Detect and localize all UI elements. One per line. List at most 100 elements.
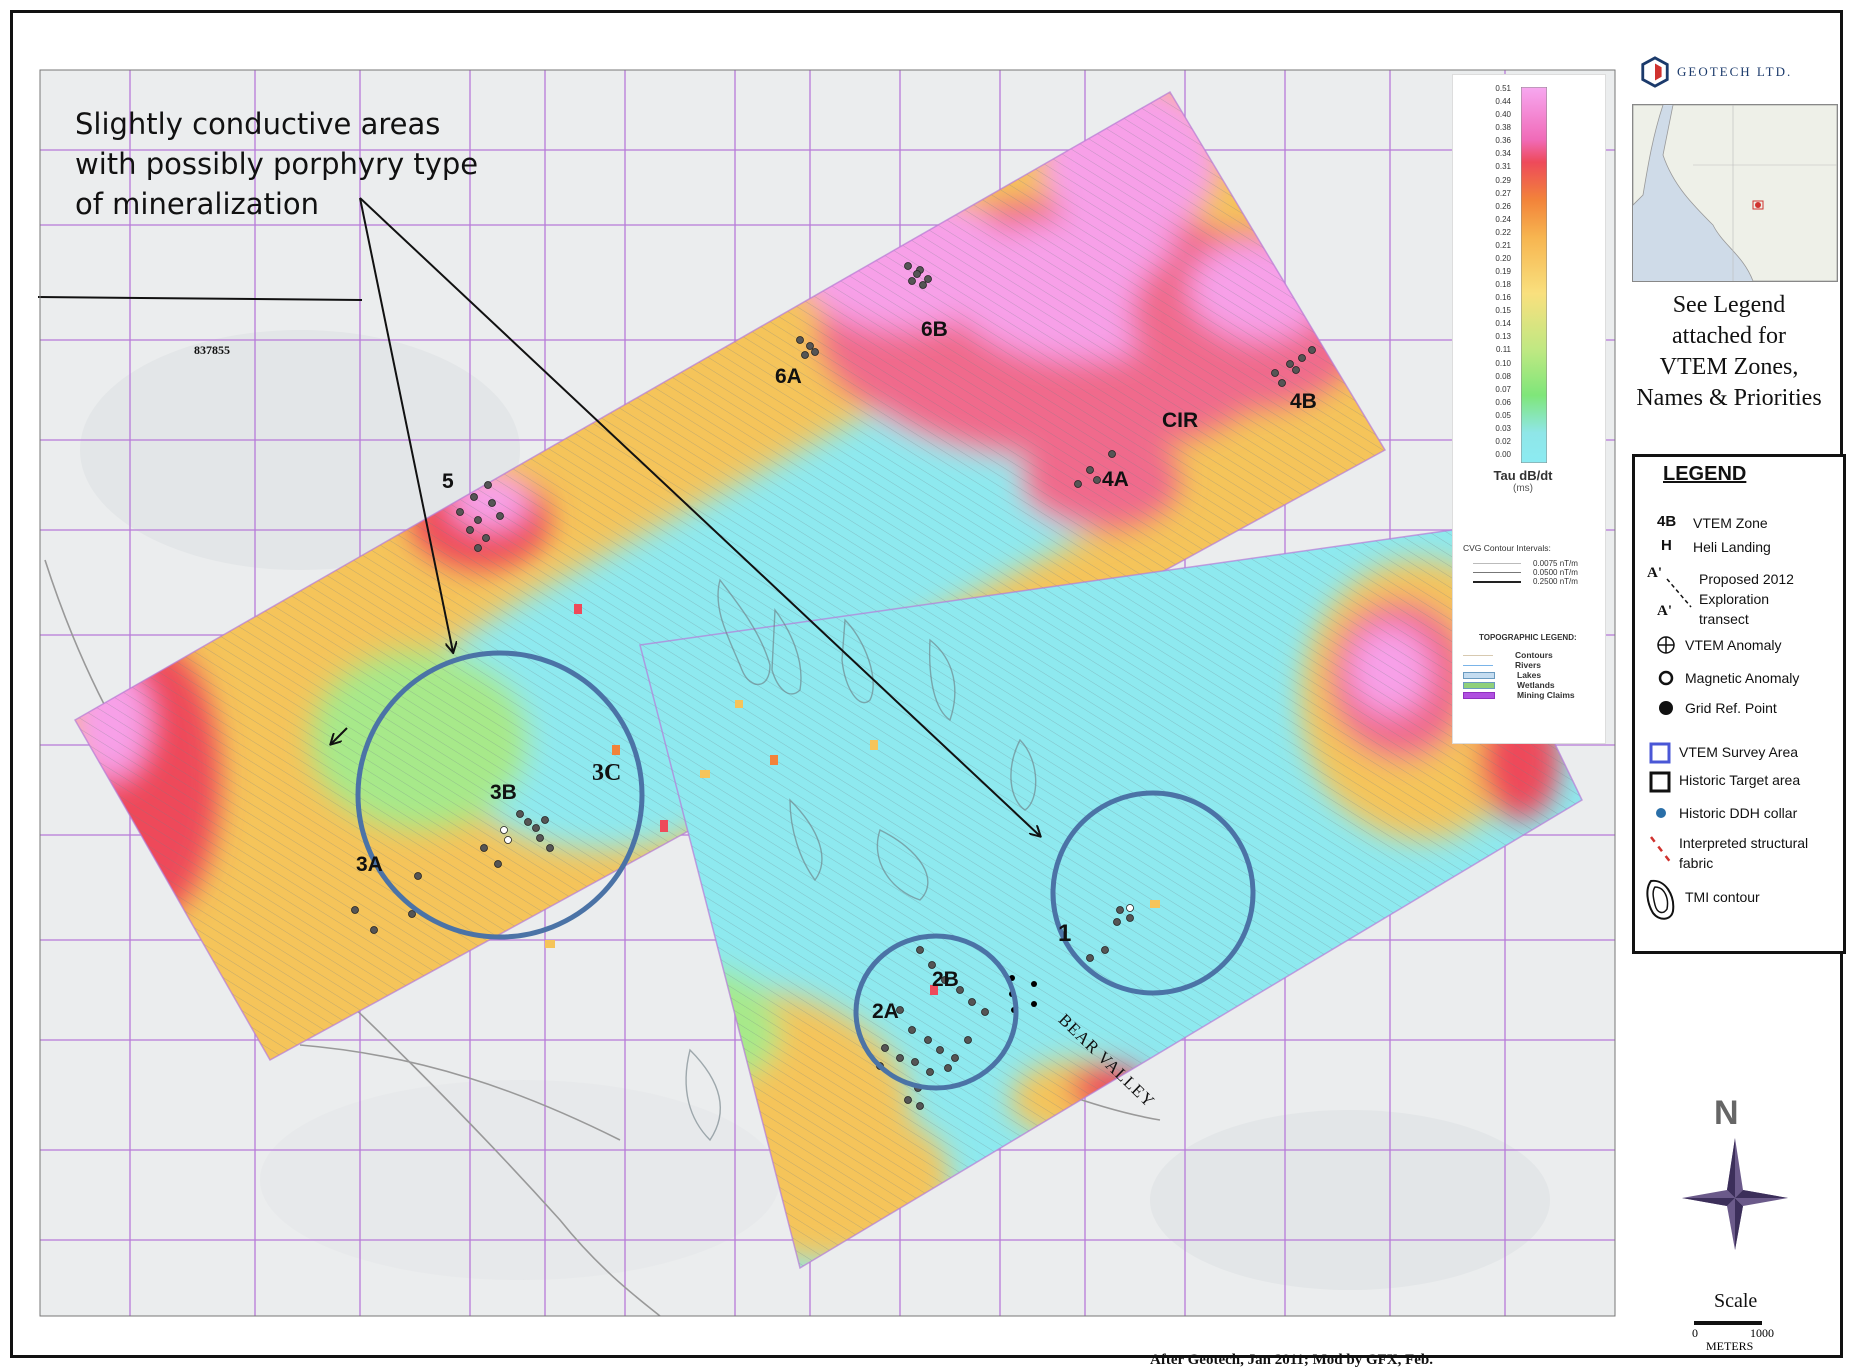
legend-transect: Exploration [1699, 591, 1770, 607]
legend-panel: LEGEND 4B VTEM Zone H Heli Landing A' A'… [1632, 454, 1846, 954]
target-circles [355, 650, 1256, 1091]
terrain-shading [80, 330, 1550, 1290]
color-scale-tick: 0.14 [1495, 319, 1511, 329]
color-scale-tick: 0.13 [1495, 332, 1511, 342]
legend-structural: Interpreted structural [1679, 835, 1809, 851]
callout-line-2: with possibly porphyry type [75, 147, 479, 181]
topo-legend-row: Contours [1463, 650, 1553, 660]
color-scale-tick: 0.19 [1495, 267, 1511, 276]
zone-label-2a: 2A [872, 1000, 899, 1023]
legend-transect-b: A' [1657, 603, 1672, 619]
topo-swatch [1463, 655, 1493, 657]
legend-tmi: TMI contour [1685, 889, 1760, 905]
color-scale-tick: 0.36 [1495, 136, 1511, 146]
color-scale-tick: 0.51 [1495, 84, 1511, 93]
topo-legend-label: Contours [1515, 650, 1553, 660]
scale-title: Scale [1714, 1290, 1758, 1312]
color-scale-tick: 0.34 [1495, 149, 1511, 159]
color-scale-bar [1521, 87, 1547, 463]
zone-label-6a: 6A [775, 365, 802, 388]
callout-line-1: Slightly conductive areas [75, 107, 441, 141]
color-scale-panel: 0.51 0.44 0.40 0.38 0.36 0.34 0.31 0.29 0.27 0.26… [1452, 74, 1606, 744]
historic-target-icon [1649, 771, 1671, 793]
legend-transect-a: A' [1647, 565, 1662, 581]
color-scale-tick: 0.27 [1495, 188, 1511, 198]
topo-legend-row: Rivers [1463, 660, 1541, 670]
zone-label-4a: 4A [1102, 468, 1129, 491]
topo-legend-row: Lakes [1463, 670, 1541, 680]
callout-line-3: of mineralization [75, 187, 320, 221]
color-scale-tick: 0.24 [1495, 214, 1511, 224]
color-scale-title: Tau dB/dt [1493, 468, 1553, 483]
callout-arrows [331, 197, 1040, 836]
credit-line: After Geotech, Jan 2011; Mod by GFX, Feb… [1150, 1352, 1434, 1368]
topo-swatch [1463, 682, 1495, 690]
color-scale-tick: 0.21 [1495, 240, 1511, 250]
topo-legend-label: Wetlands [1517, 680, 1555, 690]
color-scale-tick: 0.22 [1495, 227, 1511, 237]
cvg-row-label: 0.0075 nT/m [1533, 559, 1578, 568]
see-legend-line: VTEM Zones, [1659, 354, 1799, 380]
inset-location-map [1632, 104, 1838, 282]
topo-swatch [1463, 672, 1495, 680]
zone-label-2b: 2B [932, 968, 959, 991]
scale-zero: 0 [1692, 1326, 1698, 1340]
legend-structural: fabric [1679, 855, 1714, 871]
color-scale-tick: 0.15 [1495, 306, 1511, 316]
legend-transect: Proposed 2012 [1699, 571, 1794, 587]
claim-boundary-line [37, 296, 363, 301]
geotech-logo-text: GEOTECH LTD. [1677, 64, 1793, 79]
color-scale-unit: (ms) [1513, 483, 1533, 494]
legend-heli-code: H [1661, 537, 1672, 554]
color-scale-tick: 0.26 [1495, 201, 1511, 211]
transect-icon [1666, 578, 1692, 608]
north-arrow-icon [1682, 1138, 1788, 1250]
color-scale-tick: 0.11 [1496, 345, 1511, 355]
cvg-row: 0.0500 nT/m [1473, 568, 1578, 577]
topo-swatch [1463, 692, 1495, 700]
callout-text: Slightly conductive areas with possibly … [75, 104, 495, 224]
zone-label-5: 5 [442, 470, 454, 493]
color-scale-tick: 0.02 [1495, 436, 1511, 446]
topo-legend-label: Rivers [1515, 660, 1541, 670]
cvg-title: CVG Contour Intervals: [1463, 543, 1551, 553]
color-scale-tick: 0.40 [1495, 110, 1511, 120]
zone-label-cir: CIR [1162, 409, 1199, 432]
scale-units: METERS [1706, 1339, 1754, 1353]
cvg-row-label: 0.2500 nT/m [1533, 577, 1578, 586]
scale-max: 1000 [1750, 1326, 1774, 1340]
color-scale-tick: 0.00 [1495, 450, 1511, 459]
legend-historic-target: Historic Target area [1679, 772, 1801, 788]
see-legend-line: attached for [1672, 323, 1786, 349]
see-legend-note: See Legend attached for VTEM Zones, Name… [1614, 290, 1844, 414]
structural-fabric-icon [1650, 836, 1672, 864]
magnetic-anomaly-icon [1658, 670, 1674, 686]
legend-mag-anomaly: Magnetic Anomaly [1685, 670, 1800, 686]
color-scale-tick: 0.07 [1495, 384, 1511, 394]
zone-label-3a: 3A [356, 853, 383, 876]
legend-title: LEGEND [1663, 463, 1747, 485]
tmi-contour-icon [1646, 879, 1675, 920]
legend-zone-code: 4B [1657, 513, 1677, 530]
ddh-collar-icon [1656, 808, 1666, 818]
target-circle-2 [853, 933, 1019, 1091]
color-scale-tick: 0.08 [1495, 371, 1511, 381]
color-scale-tick: 0.10 [1495, 358, 1511, 368]
legend-survey-area: VTEM Survey Area [1679, 744, 1799, 760]
topo-legend-row: Wetlands [1463, 680, 1555, 690]
tmi-contours [685, 578, 1037, 1142]
cvg-row: 0.2500 nT/m [1473, 577, 1578, 586]
survey-area-icon [1649, 742, 1671, 764]
cvg-row: 0.0075 nT/m [1473, 559, 1578, 568]
color-scale-tick: 0.03 [1495, 423, 1511, 433]
zone-label-1: 1 [1058, 920, 1072, 947]
zone-label-4b: 4B [1290, 390, 1317, 413]
zone-label-3c: 3C [592, 760, 622, 786]
anomaly-patches [545, 604, 1160, 995]
scale-bar-line [1694, 1321, 1762, 1325]
magnetic-anomalies [500, 826, 1134, 912]
topo-legend-title: TOPOGRAPHIC LEGEND: [1479, 633, 1577, 642]
map-neatline [39, 69, 1616, 1317]
vtem-anomaly-icon [1657, 636, 1675, 654]
claim-label: 837855 [194, 343, 230, 357]
